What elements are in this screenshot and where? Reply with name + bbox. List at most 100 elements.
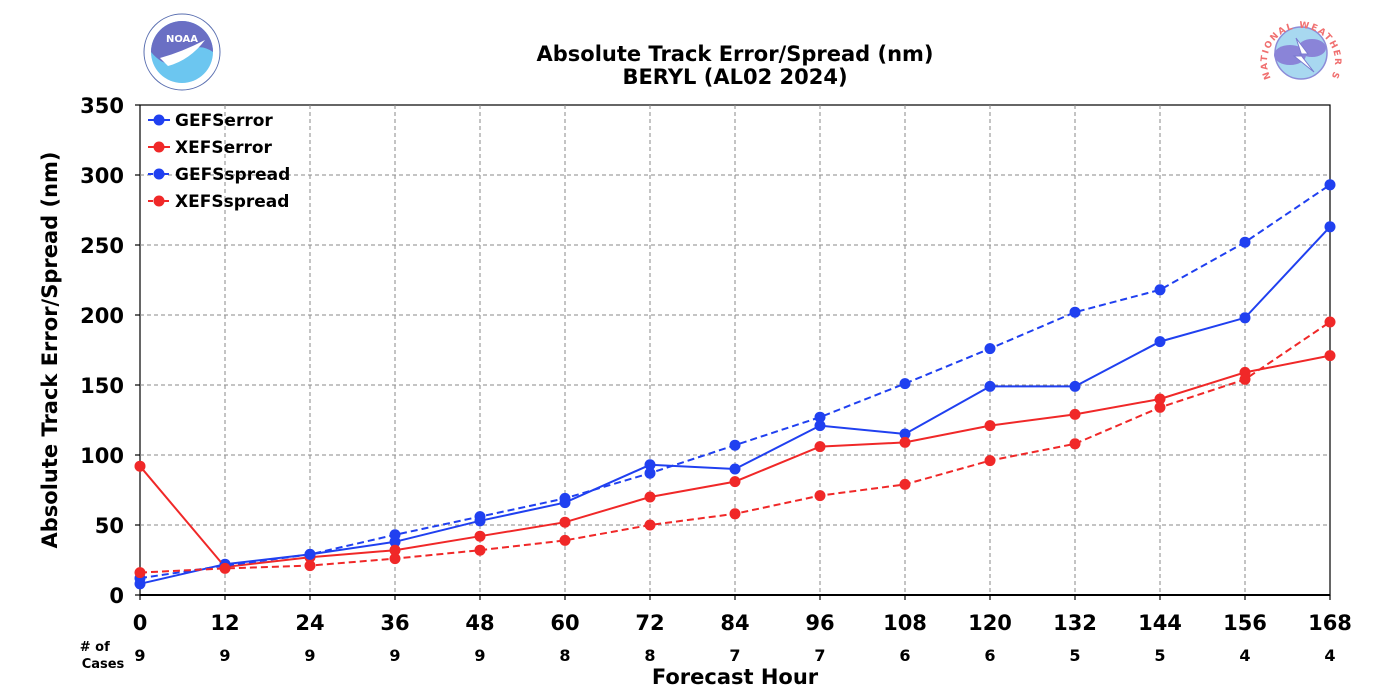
data-point <box>899 428 911 440</box>
x-tick-label: 36 <box>380 611 409 635</box>
cases-count: 6 <box>984 646 995 665</box>
cases-count: 4 <box>1239 646 1250 665</box>
legend-swatch-marker <box>153 195 165 207</box>
y-tick-label: 100 <box>80 444 124 468</box>
legend-label: XEFSspread <box>175 192 289 212</box>
data-point <box>389 544 401 556</box>
y-tick-label: 250 <box>80 234 124 258</box>
data-point <box>474 511 486 523</box>
x-axis-label: Forecast Hour <box>652 665 819 689</box>
data-point <box>1154 401 1166 413</box>
cases-count: 4 <box>1324 646 1335 665</box>
data-point <box>1069 306 1081 318</box>
cases-row: 9 9 9 9 9 8 8 7 7 6 6 5 5 4 4 <box>134 646 1335 665</box>
data-point <box>984 455 996 467</box>
legend-label: XEFSerror <box>175 138 273 158</box>
legend-swatch-marker <box>153 114 165 126</box>
data-point <box>1324 221 1336 233</box>
data-point <box>729 463 741 475</box>
data-point <box>559 516 571 528</box>
data-point <box>984 343 996 355</box>
y-tick-label: 50 <box>95 514 124 538</box>
series-GEFSspread <box>134 179 1336 584</box>
cases-count: 9 <box>219 646 230 665</box>
x-tick-label: 0 <box>133 611 148 635</box>
y-tick-label: 0 <box>109 584 124 608</box>
cases-header: # of Cases <box>80 640 125 672</box>
data-point <box>559 492 571 504</box>
cases-count: 5 <box>1069 646 1080 665</box>
cases-count: 8 <box>644 646 655 665</box>
legend: GEFSerror XEFSerror GEFSspread XEFSspread <box>148 111 290 212</box>
cases-header-line-1: # of <box>80 640 110 655</box>
x-tick-label: 108 <box>883 611 927 635</box>
x-tick-label: 144 <box>1138 611 1182 635</box>
noaa-logo: NOAA <box>143 13 221 91</box>
data-point <box>644 519 656 531</box>
data-point <box>1069 408 1081 420</box>
gridlines <box>140 105 1330 595</box>
x-tick-label: 48 <box>465 611 494 635</box>
cases-count: 7 <box>729 646 740 665</box>
x-tick-label: 96 <box>805 611 834 635</box>
cases-header-line-2: Cases <box>82 657 125 672</box>
x-tick-label: 24 <box>295 611 324 635</box>
series-layer <box>134 179 1336 590</box>
x-tick-label: 12 <box>210 611 239 635</box>
series-XEFSspread <box>134 316 1336 579</box>
y-axis-label: Absolute Track Error/Spread (nm) <box>38 151 62 548</box>
cases-count: 5 <box>1154 646 1165 665</box>
data-point <box>304 548 316 560</box>
data-point <box>814 420 826 432</box>
data-point <box>474 544 486 556</box>
y-tick-label: 150 <box>80 374 124 398</box>
data-point <box>1069 438 1081 450</box>
cases-count: 6 <box>899 646 910 665</box>
data-point <box>1154 393 1166 405</box>
data-point <box>814 490 826 502</box>
data-point <box>984 380 996 392</box>
data-point <box>1154 284 1166 296</box>
data-point <box>644 459 656 471</box>
data-point <box>729 476 741 488</box>
data-point <box>899 378 911 390</box>
data-point <box>1324 350 1336 362</box>
y-tick-label: 300 <box>80 164 124 188</box>
x-tick-label: 168 <box>1308 611 1352 635</box>
data-point <box>644 491 656 503</box>
cases-count: 9 <box>474 646 485 665</box>
data-point <box>559 534 571 546</box>
noaa-logo-text: NOAA <box>166 34 198 45</box>
data-point <box>1239 236 1251 248</box>
chart-subtitle: BERYL (AL02 2024) <box>622 65 847 89</box>
data-point <box>1239 373 1251 385</box>
x-tick-label: 156 <box>1223 611 1267 635</box>
data-point <box>814 411 826 423</box>
data-point <box>219 562 231 574</box>
data-point <box>389 553 401 565</box>
legend-swatch-marker <box>153 141 165 153</box>
y-axis: 0 50 100 150 200 250 300 350 <box>80 94 140 608</box>
x-tick-label: 84 <box>720 611 749 635</box>
data-point <box>729 439 741 451</box>
data-point <box>1154 336 1166 348</box>
data-point <box>474 530 486 542</box>
cases-count: 7 <box>814 646 825 665</box>
data-point <box>389 529 401 541</box>
data-point <box>134 460 146 472</box>
x-tick-label: 120 <box>968 611 1012 635</box>
legend-item-GEFSerror: GEFSerror <box>148 111 273 131</box>
data-point <box>984 420 996 432</box>
cases-count: 9 <box>389 646 400 665</box>
cases-count: 9 <box>304 646 315 665</box>
cases-count: 9 <box>134 646 145 665</box>
data-point <box>1069 380 1081 392</box>
legend-label: GEFSerror <box>175 111 273 131</box>
data-point <box>644 467 656 479</box>
data-point <box>899 436 911 448</box>
x-axis: 0 12 24 36 48 60 72 84 96 108 120 132 144 156 168 <box>133 595 1352 635</box>
data-point <box>1324 316 1336 328</box>
legend-item-XEFSspread: XEFSspread <box>148 192 289 212</box>
y-tick-label: 200 <box>80 304 124 328</box>
